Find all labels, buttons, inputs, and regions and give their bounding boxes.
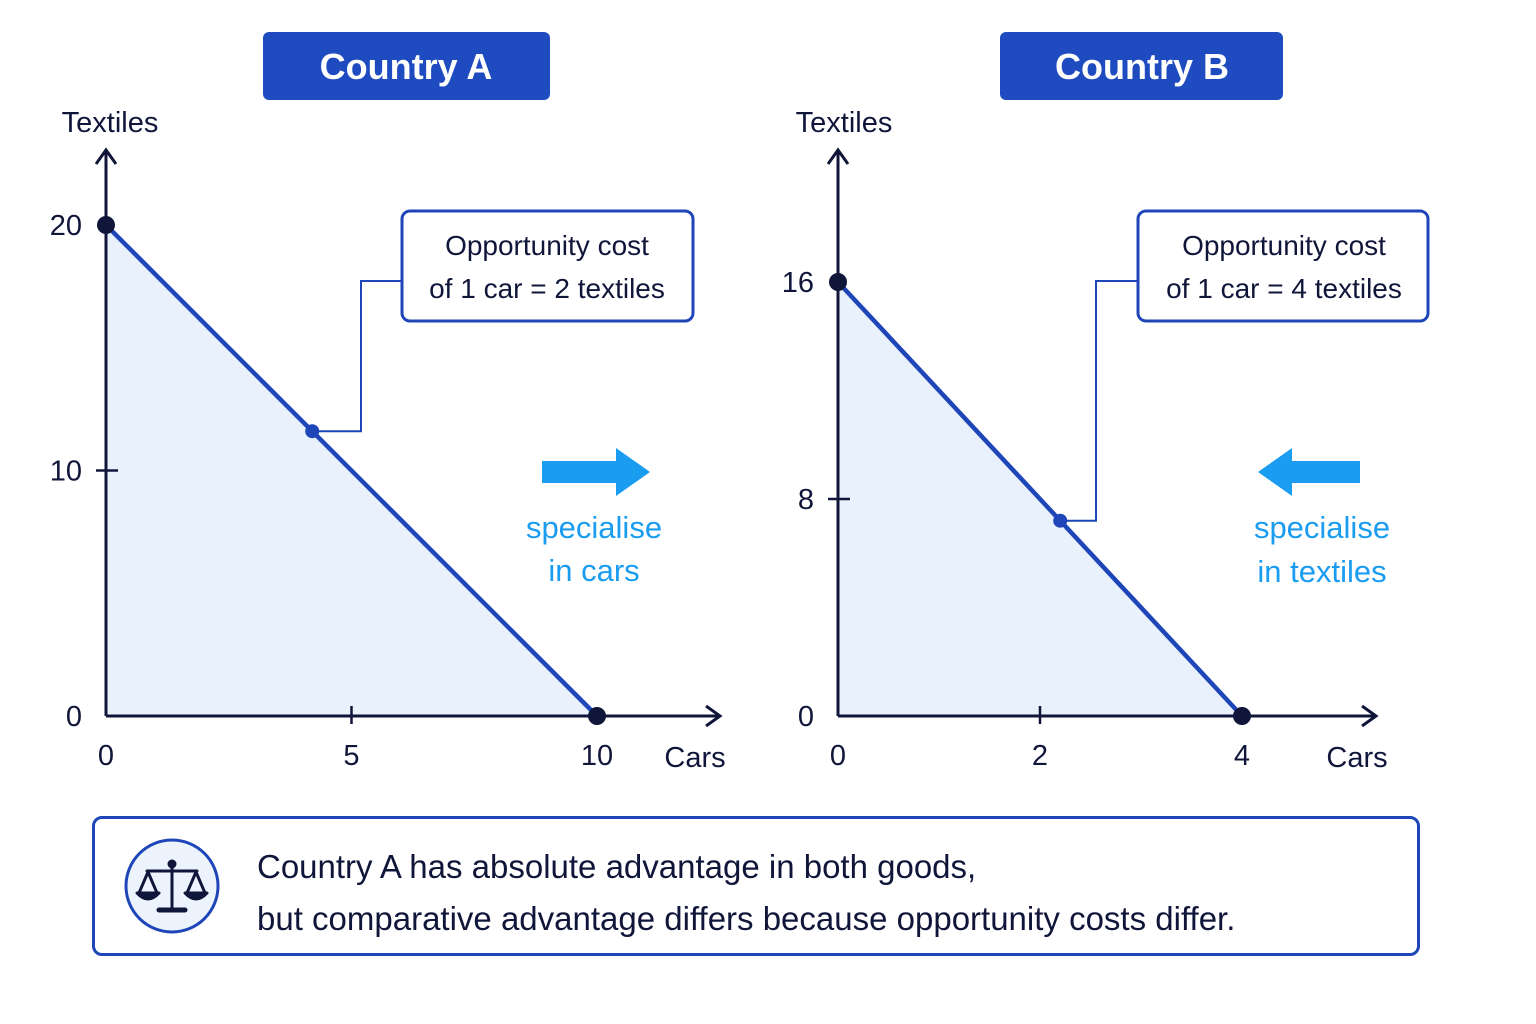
- panel-b-highlight-point: [1053, 513, 1068, 528]
- panel-b-x-tick-label: 2: [1032, 740, 1048, 772]
- panel-a-ppf-line: [104, 223, 599, 718]
- panel-a-y-tick-label: 20: [50, 210, 82, 242]
- balance-scale-icon: [124, 838, 220, 934]
- panel-a-x-axis-label: Cars: [664, 742, 725, 774]
- panel-a-specialise-arrow-right: [542, 448, 650, 496]
- panel-b-specialise-label-2: in textiles: [1257, 554, 1386, 589]
- panel-a-callout-box: [400, 209, 695, 323]
- panel-a-y-axis-arrowhead: [94, 147, 118, 165]
- panel-b-x-axis-arrowhead: [1361, 704, 1379, 728]
- panel-b-y-axis-arrowhead: [826, 147, 850, 165]
- panel-a-y-intercept-point: [97, 216, 115, 234]
- panel-a-x-axis-arrowhead: [705, 704, 723, 728]
- summary-line-2: but comparative advantage differs becaus…: [257, 900, 1236, 937]
- panel-a-y-axis-label: Textiles: [62, 107, 159, 139]
- panel-b-specialise-arrow-left: [1258, 448, 1360, 496]
- panel-b-x-axis-label: Cars: [1326, 742, 1387, 774]
- panel-a-y-tick-label: 0: [66, 701, 82, 733]
- panel-b-ppf-line: [836, 280, 1244, 718]
- panel-b-y-tick-label: 0: [798, 701, 814, 733]
- panel-a-callout-line-2: of 1 car = 2 textiles: [429, 273, 665, 304]
- panel-b-y-intercept-point: [829, 273, 847, 291]
- panel-a-y-tick-label: 10: [50, 456, 82, 488]
- panel-b-callout-box: [1136, 209, 1430, 323]
- panel-b-y-tick-label: 8: [798, 484, 814, 516]
- panel-b-callout-leader-line: [1060, 280, 1138, 522]
- panel-a-chart-title: Country A: [320, 46, 493, 87]
- summary-box: Country A has absolute advantage in both…: [92, 816, 1420, 956]
- panel-b-x-tick-label: 0: [830, 740, 846, 772]
- panel-b-title-badge: [1000, 32, 1283, 100]
- panel-a-specialise-label-1: specialise: [526, 510, 662, 545]
- panel-a-x-tick-label: 10: [581, 740, 613, 772]
- panel-b-y-axis-label: Textiles: [796, 107, 893, 139]
- summary-line-1: Country A has absolute advantage in both…: [257, 848, 977, 885]
- panel-a-specialise-label-2: in cars: [548, 553, 639, 588]
- panel-b-x-tick-label: 4: [1234, 740, 1250, 772]
- panel-b-x-intercept-point: [1233, 707, 1251, 725]
- panel-b-y-tick-label: 16: [782, 267, 814, 299]
- panel-a-x-tick-label: 0: [98, 740, 114, 772]
- panel-a-x-intercept-point: [588, 707, 606, 725]
- panel-b-callout-line-2: of 1 car = 4 textiles: [1166, 273, 1402, 304]
- panel-b-chart-title: Country B: [1055, 46, 1229, 87]
- panel-a-title-badge: [263, 32, 550, 100]
- panel-a-callout-leader-line: [312, 280, 402, 433]
- summary-text: Country A has absolute advantage in both…: [257, 841, 1407, 945]
- panel-a-callout-line-1: Opportunity cost: [445, 230, 649, 261]
- panel-a-x-tick-label: 5: [343, 740, 359, 772]
- panel-b-specialise-label-1: specialise: [1254, 510, 1390, 545]
- panel-a-highlight-point: [305, 424, 320, 439]
- panel-b-callout-line-1: Opportunity cost: [1182, 230, 1386, 261]
